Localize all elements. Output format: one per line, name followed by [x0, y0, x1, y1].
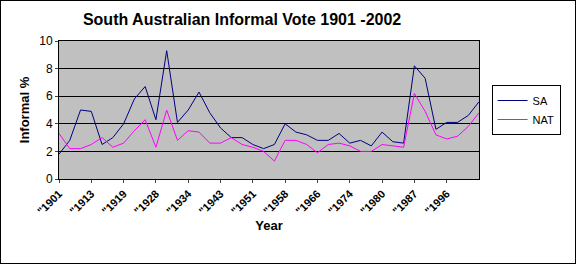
svg-text:NAT: NAT [533, 114, 554, 126]
svg-text:"1996: "1996 [423, 188, 452, 217]
svg-text:"1951: "1951 [229, 188, 258, 217]
svg-text:"1901: "1901 [35, 188, 64, 217]
svg-text:South Australian Informal Vote: South Australian Informal Vote 1901 -200… [83, 11, 401, 28]
svg-text:0: 0 [46, 172, 53, 186]
svg-text:Informal %: Informal % [17, 76, 32, 143]
svg-text:"1966: "1966 [293, 188, 322, 217]
svg-text:2: 2 [46, 145, 53, 159]
svg-text:"1958: "1958 [261, 188, 290, 217]
svg-text:"1974: "1974 [326, 187, 356, 217]
svg-text:"1934: "1934 [164, 187, 194, 217]
svg-text:"1928: "1928 [132, 188, 161, 217]
svg-text:4: 4 [46, 117, 53, 131]
svg-text:"1919: "1919 [99, 188, 128, 217]
svg-text:"1980: "1980 [358, 188, 387, 217]
svg-text:"1943: "1943 [196, 188, 225, 217]
svg-text:8: 8 [46, 62, 53, 76]
svg-text:"1913: "1913 [67, 188, 96, 217]
svg-text:SA: SA [533, 95, 548, 107]
svg-text:Year: Year [255, 218, 282, 233]
svg-text:"1987: "1987 [390, 188, 419, 217]
svg-text:10: 10 [39, 34, 53, 48]
svg-text:6: 6 [46, 89, 53, 103]
